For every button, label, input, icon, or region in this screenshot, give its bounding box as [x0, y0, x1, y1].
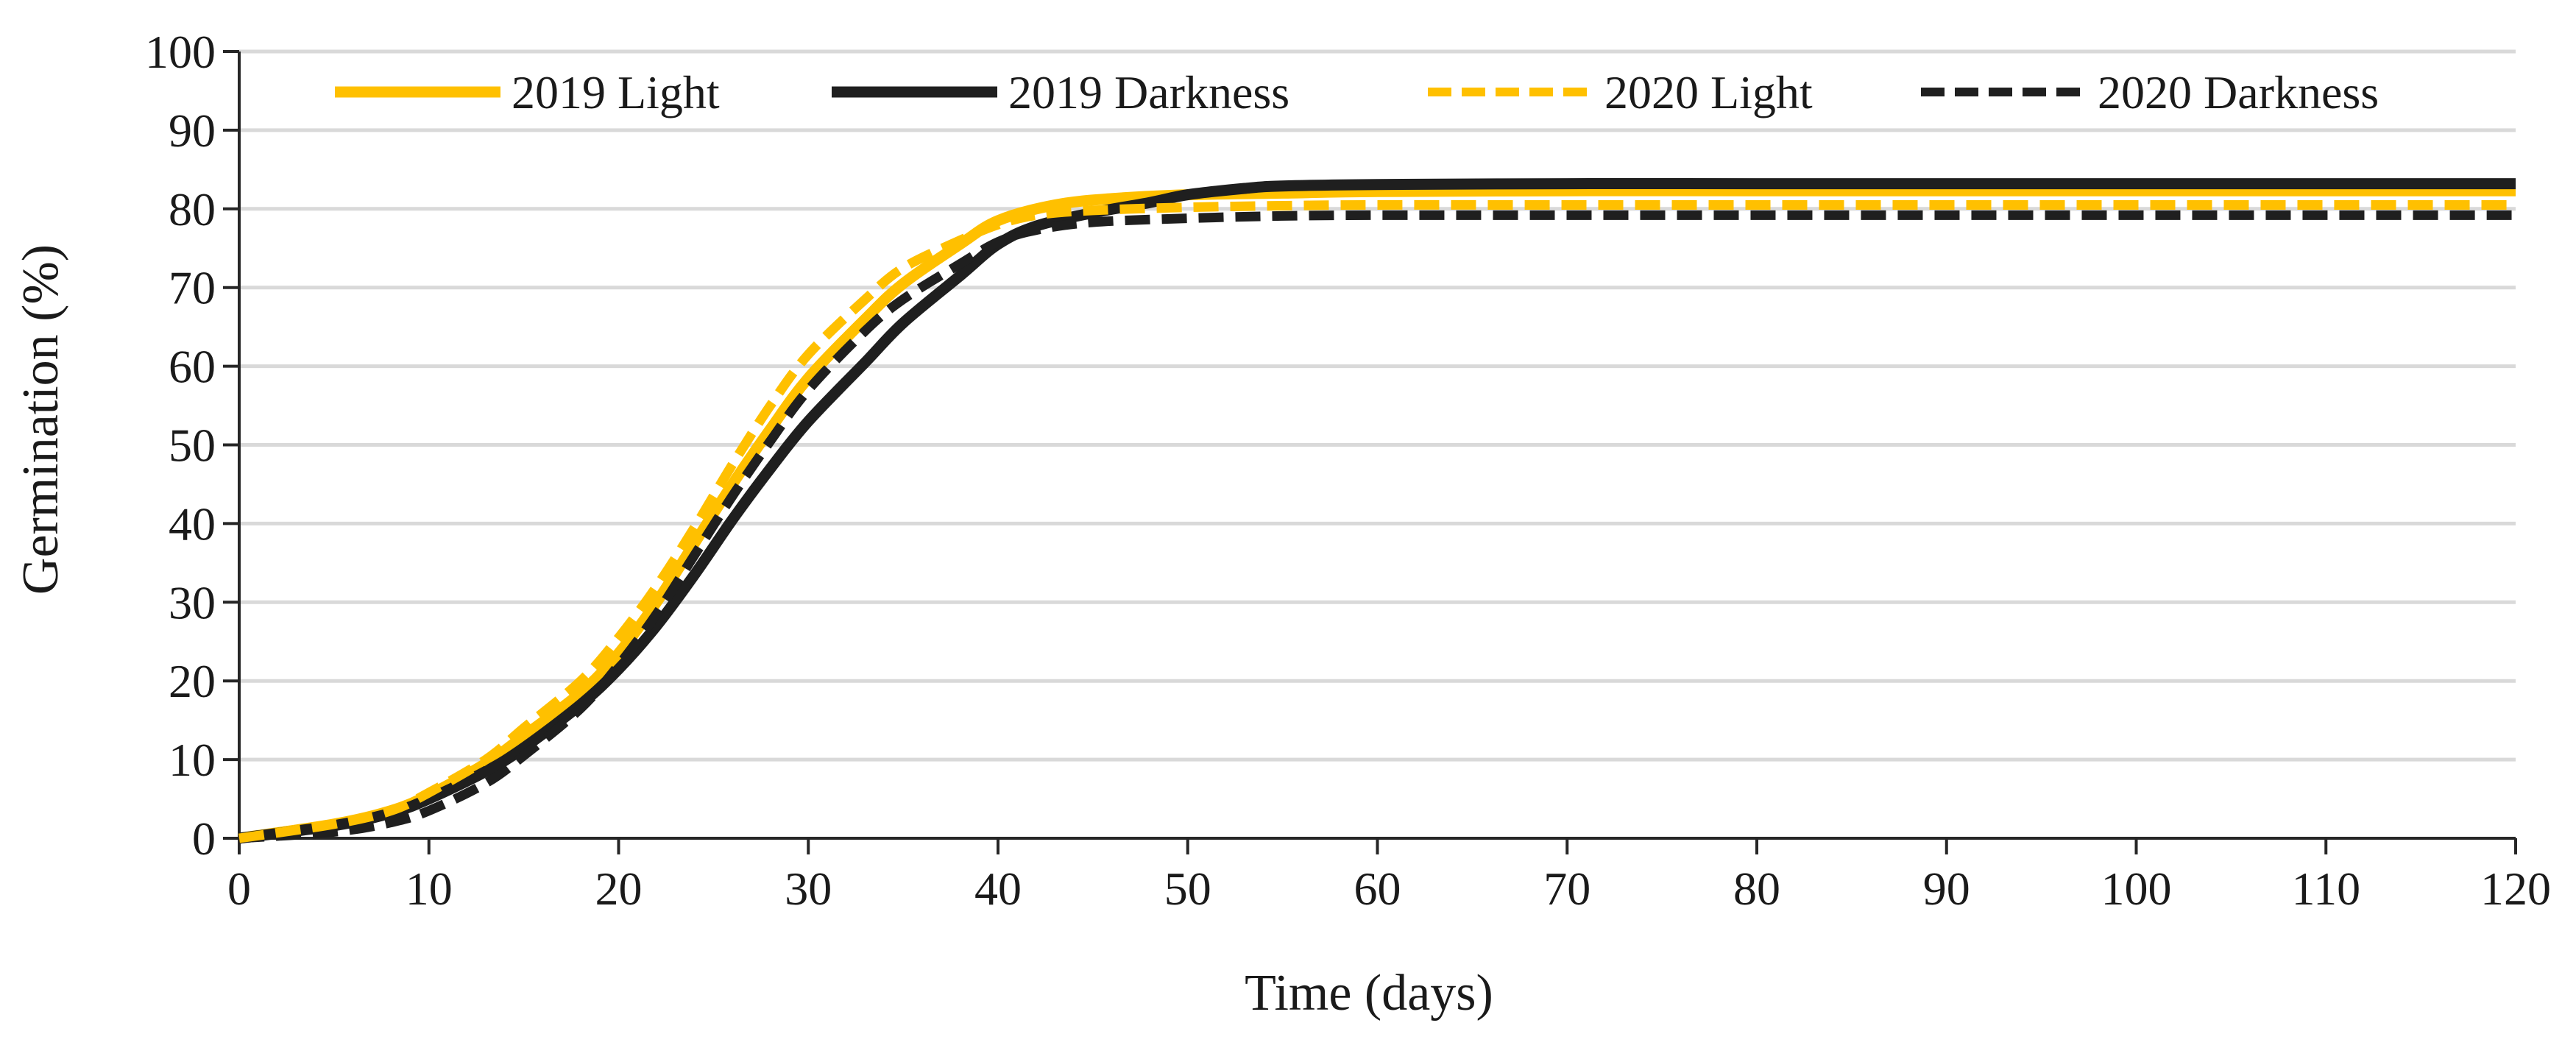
y-tick-label: 80 — [169, 183, 216, 236]
x-tick-label: 20 — [595, 863, 643, 915]
x-axis-title: Time (days) — [1245, 965, 1493, 1022]
x-tick-label: 100 — [2101, 863, 2172, 915]
gridlines — [239, 49, 2516, 762]
y-tick-label: 60 — [169, 341, 216, 393]
y-axis-title: Germination (%) — [13, 244, 69, 595]
y-tick-label: 40 — [169, 498, 216, 550]
x-tick-label: 30 — [785, 863, 832, 915]
x-tick-label: 10 — [406, 863, 453, 915]
y-tick-label: 50 — [169, 419, 216, 472]
x-tick-label: 60 — [1354, 863, 1401, 915]
legend-item-2019-darkness: 2019 Darkness — [832, 66, 1289, 118]
tick-labels: 0 10 20 30 40 50 60 70 80 90 100 0 10 20 30 40 50 60 70 80 9… — [145, 26, 2551, 915]
legend-label-2019-darkness: 2019 Darkness — [1008, 66, 1289, 118]
series-line-2019-darkness — [238, 178, 2516, 844]
x-tick-label: 120 — [2480, 863, 2551, 915]
x-tick-label: 80 — [1733, 863, 1780, 915]
legend-item-2020-light: 2020 Light — [1428, 66, 1813, 118]
legend-label-2019-light: 2019 Light — [512, 66, 720, 118]
axes — [223, 50, 2517, 854]
x-tick-label: 110 — [2291, 863, 2360, 915]
x-tick-label: 90 — [1923, 863, 1970, 915]
x-tick-label: 40 — [974, 863, 1022, 915]
legend: 2019 Light 2019 Darkness 2020 Light 2020 Da… — [335, 66, 2379, 118]
y-tick-label: 90 — [169, 105, 216, 157]
x-tick-label: 50 — [1164, 863, 1211, 915]
y-tick-label: 20 — [169, 655, 216, 707]
y-tick-label: 70 — [169, 262, 216, 314]
y-tick-label: 30 — [169, 576, 216, 629]
series-line-2020-darkness — [238, 210, 2516, 843]
y-tick-label: 100 — [145, 26, 216, 78]
legend-label-2020-darkness: 2020 Darkness — [2098, 66, 2379, 118]
legend-item-2020-darkness: 2020 Darkness — [1921, 66, 2379, 118]
x-tick-label: 0 — [227, 863, 251, 915]
series-line-2020-light — [238, 199, 2516, 843]
y-tick-label: 0 — [192, 812, 216, 865]
series-lines — [238, 178, 2516, 844]
y-tick-label: 10 — [169, 734, 216, 786]
legend-label-2020-light: 2020 Light — [1604, 66, 1813, 118]
x-tick-label: 70 — [1543, 863, 1590, 915]
legend-item-2019-light: 2019 Light — [335, 66, 720, 118]
